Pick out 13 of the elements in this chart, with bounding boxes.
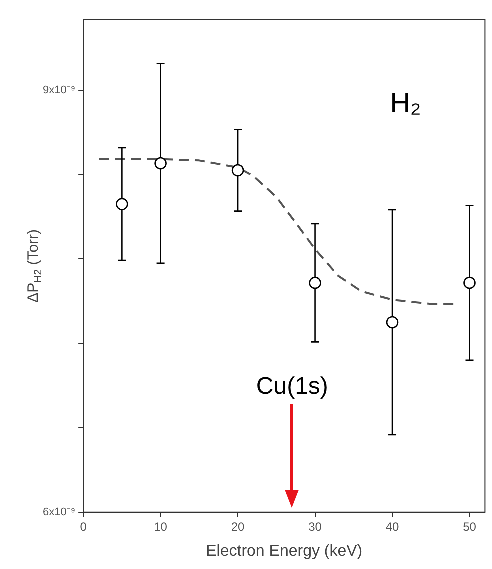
x-axis-title: Electron Energy (keV) [206,542,363,560]
line-series [98,158,456,306]
annotation: H₂ [390,88,422,119]
x-tick-label: 30 [308,520,322,534]
y-tick-label: 6x10⁻⁹ [42,506,76,518]
x-tick-label: 40 [386,520,400,534]
x-tick-label: 0 [80,520,88,534]
annotation: Cu(1s) [256,373,328,400]
y-axis-title: ΔPH2 (Torr) [25,229,44,303]
x-tick-label: 50 [463,520,477,534]
x-tick-label: 10 [154,520,168,534]
y-tick-label: 9x10⁻⁹ [42,84,76,96]
x-tick-label: 20 [231,520,246,534]
